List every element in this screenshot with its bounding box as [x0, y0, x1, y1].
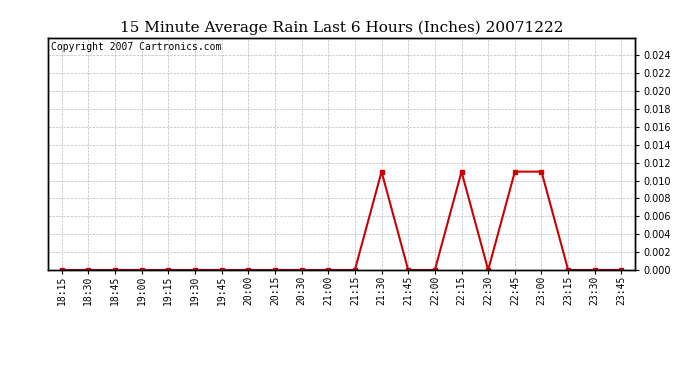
- Text: Copyright 2007 Cartronics.com: Copyright 2007 Cartronics.com: [51, 42, 221, 52]
- Title: 15 Minute Average Rain Last 6 Hours (Inches) 20071222: 15 Minute Average Rain Last 6 Hours (Inc…: [120, 21, 563, 35]
